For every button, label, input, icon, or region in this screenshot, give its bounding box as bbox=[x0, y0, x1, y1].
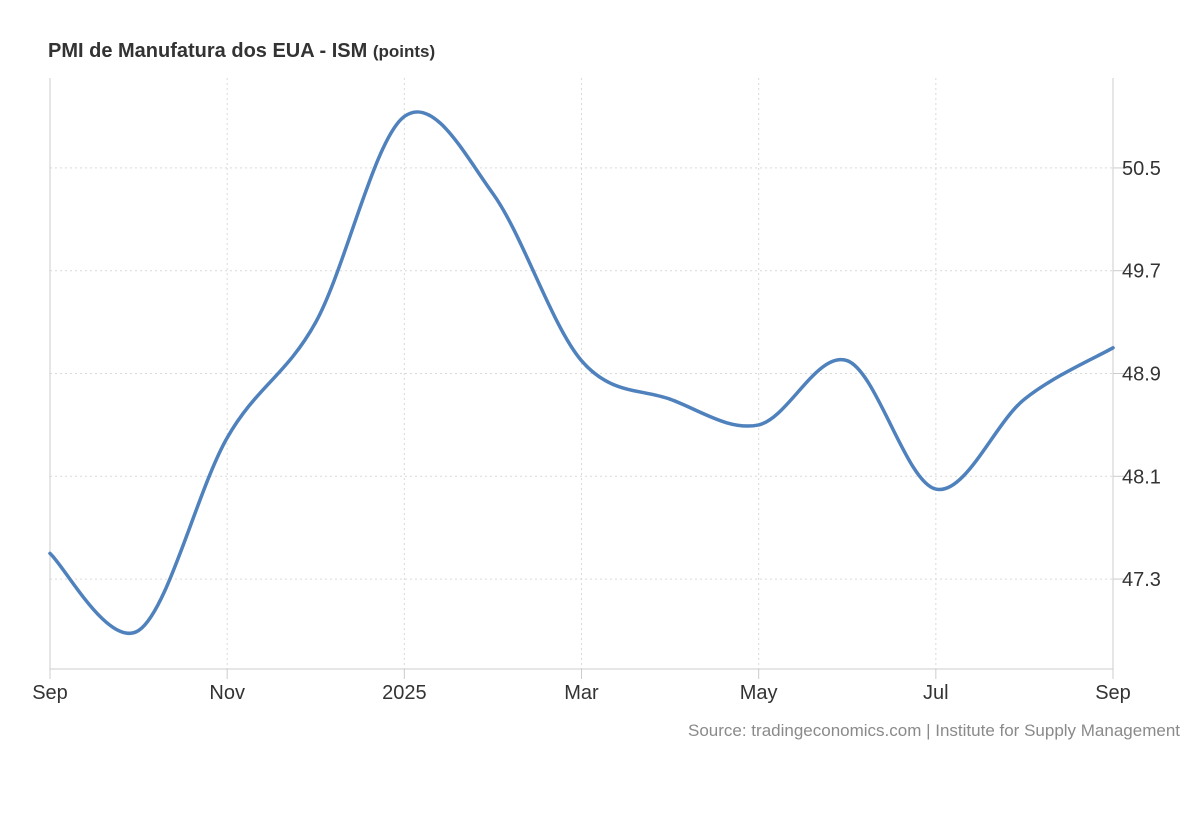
data-point bbox=[314, 320, 318, 324]
data-point bbox=[845, 359, 849, 363]
data-point bbox=[934, 487, 938, 491]
data-point bbox=[668, 397, 672, 401]
x-tick-label: Mar bbox=[564, 682, 599, 704]
x-tick-label: Jul bbox=[923, 682, 949, 704]
label-layer: 47.3 48.1 48.9 49.7 50.5 Sep Nov 2025 Mar May Jul S… bbox=[32, 158, 1161, 704]
grid-layer bbox=[49, 78, 1114, 669]
data-point bbox=[225, 436, 229, 440]
x-tick-label: Nov bbox=[209, 682, 245, 704]
data-point bbox=[1111, 346, 1115, 350]
data-point bbox=[757, 423, 761, 427]
x-tick-label: Sep bbox=[32, 682, 68, 704]
chart-unit: (points) bbox=[372, 42, 436, 61]
chart-title: PMI de Manufatura dos EUA - ISM (points) bbox=[48, 40, 435, 63]
chart-title-text: PMI de Manufatura dos EUA - ISM bbox=[48, 40, 368, 62]
x-tick-label: May bbox=[740, 682, 778, 704]
data-point bbox=[137, 628, 141, 632]
data-point bbox=[48, 551, 52, 555]
y-tick-label: 49.7 bbox=[1122, 261, 1161, 283]
y-tick-label: 48.1 bbox=[1122, 466, 1161, 488]
data-point bbox=[402, 115, 406, 119]
data-point bbox=[580, 359, 584, 363]
data-point bbox=[1022, 397, 1026, 401]
x-tick-label: Sep bbox=[1095, 682, 1131, 704]
x-tick-label: 2025 bbox=[382, 682, 427, 704]
axis-layer bbox=[49, 78, 1129, 679]
source-note: Source: tradingeconomics.com | Institute… bbox=[688, 721, 1180, 740]
series-line bbox=[48, 110, 1115, 635]
data-point bbox=[491, 192, 495, 196]
series-layer bbox=[48, 110, 1115, 635]
y-tick-label: 50.5 bbox=[1122, 158, 1161, 180]
y-tick-label: 48.9 bbox=[1122, 364, 1161, 386]
y-tick-label: 47.3 bbox=[1122, 569, 1161, 591]
